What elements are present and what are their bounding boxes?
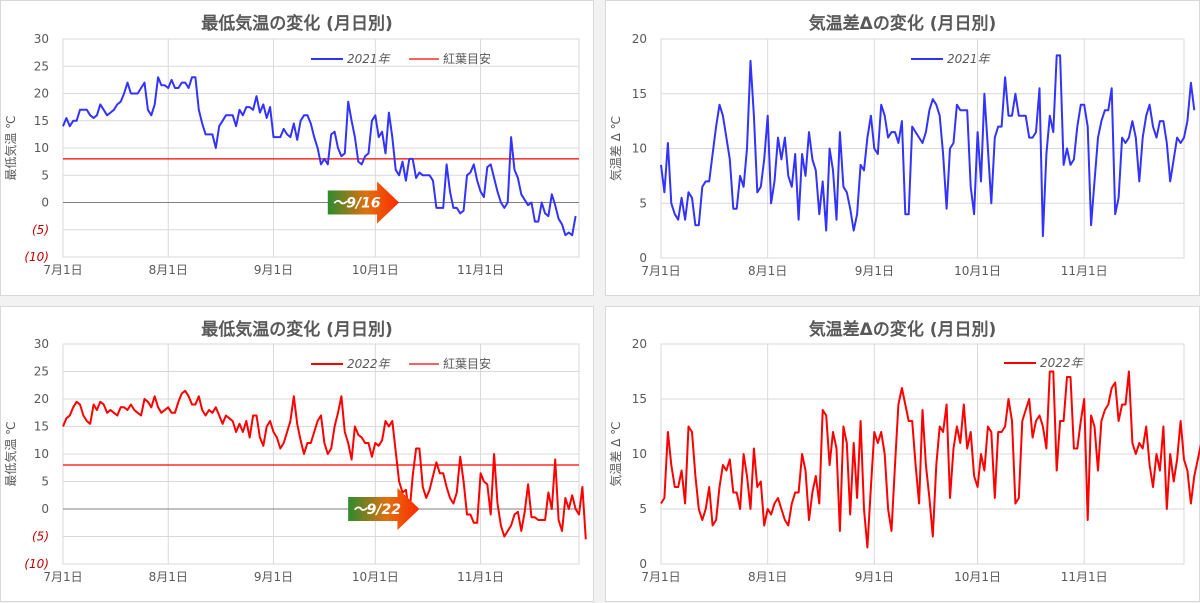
date-arrow-shape [327, 181, 400, 224]
y-tick-label: (5) [32, 530, 49, 544]
chart-title: 気温差Δの変化 (月日別) [808, 14, 997, 34]
y-tick-label: 10 [34, 141, 49, 155]
chart-svg: 30 25 20 15 10 5 0 (5) (10)7月1日 8月1日 9月1日 10月1日 11月1… [3, 337, 587, 584]
y-tick-label: 20 [632, 32, 647, 46]
y-tick-label: 20 [632, 337, 647, 351]
chart-title: 最低気温の変化 (月日別) [201, 320, 393, 340]
x-tick-label: 10月1日 [352, 263, 399, 277]
series-line [62, 76, 577, 237]
chart-panel-delta-2022: 気温差Δの変化 (月日別) 20 15 10 5 0 7月1日 8月1日 9月1日 10月1日 1… [605, 306, 1200, 602]
y-tick-label: 0 [41, 502, 49, 516]
x-tick-label: 10月1日 [352, 570, 399, 584]
y-tick-label: 15 [632, 87, 647, 101]
x-tick-label: 10月1日 [954, 264, 1001, 278]
y-tick-label: 30 [34, 32, 49, 46]
x-tick-label: 11月1日 [1061, 570, 1108, 584]
y-tick-label: 30 [34, 337, 49, 351]
legend-label: 紅葉目安 [443, 51, 491, 66]
y-tick-label: 25 [34, 365, 49, 379]
chart-panel-min-temp-2021: 最低気温の変化 (月日別) 30 25 20 15 10 5 0 (5) (10) 7月1日 8月1… [0, 0, 594, 296]
x-tick-label: 7月1日 [43, 263, 82, 277]
y-tick-label: 15 [34, 114, 49, 128]
y-tick-label: (5) [32, 223, 49, 237]
series-line [660, 54, 1196, 238]
y-tick-label: 20 [34, 392, 49, 406]
legend-label: 紅葉目安 [443, 356, 491, 371]
date-arrow-label: ～9/16 [332, 196, 381, 212]
chart-panel-delta-2021: 気温差Δの変化 (月日別) 20 15 10 5 0 7月1日 8月1日 9月1日 10月1日 1… [605, 0, 1200, 296]
legend-label: 2022年 [347, 357, 392, 371]
y-axis-label: 最低気温 ℃ [3, 421, 18, 486]
y-tick-label: 5 [41, 475, 49, 489]
y-tick-label: 0 [41, 196, 49, 210]
legend-label: 2021年 [347, 52, 392, 66]
x-tick-label: 7月1日 [43, 570, 82, 584]
x-tick-label: 8月1日 [748, 264, 787, 278]
x-tick-label: 9月1日 [254, 570, 293, 584]
x-tick-label: 9月1日 [855, 570, 894, 584]
x-tick-label: 8月1日 [149, 263, 188, 277]
x-tick-label: 7月1日 [641, 570, 680, 584]
y-tick-label: 15 [632, 392, 647, 406]
y-axis-label: 気温差 Δ ℃ [608, 421, 623, 486]
y-tick-label: 0 [639, 557, 647, 571]
legend-label: 2022年 [1040, 356, 1085, 370]
y-axis-label: 気温差 Δ ℃ [608, 116, 623, 181]
y-tick-label: 10 [632, 142, 647, 156]
x-tick-label: 9月1日 [855, 264, 894, 278]
y-tick-label: (10) [24, 557, 49, 571]
y-axis-label: 最低気温 ℃ [3, 115, 18, 180]
series-line [660, 370, 1200, 549]
y-tick-label: 25 [34, 59, 49, 73]
y-tick-label: 5 [41, 168, 49, 182]
y-tick-label: 0 [639, 251, 647, 265]
chart-title: 最低気温の変化 (月日別) [201, 14, 393, 34]
x-tick-label: 8月1日 [748, 570, 787, 584]
chart-title: 気温差Δの変化 (月日別) [808, 320, 997, 340]
date-arrow-label: ～9/22 [353, 502, 401, 518]
y-tick-label: 5 [639, 502, 647, 516]
x-tick-label: 11月1日 [457, 263, 504, 277]
chart-svg: 30 25 20 15 10 5 0 (5) (10)7月1日 8月1日 9月1日 10月1日 11月1… [3, 32, 580, 277]
chart-panel-min-temp-2022: 最低気温の変化 (月日別) 30 25 20 15 10 5 0 (5) (10) 7月1日 8月1… [0, 306, 594, 602]
x-tick-label: 7月1日 [641, 264, 680, 278]
x-tick-label: 11月1日 [1061, 264, 1108, 278]
x-tick-label: 9月1日 [254, 263, 293, 277]
y-tick-label: 10 [34, 447, 49, 461]
x-tick-label: 11月1日 [457, 570, 504, 584]
date-arrow-shape [348, 488, 420, 530]
y-tick-label: 10 [632, 447, 647, 461]
y-tick-label: (10) [24, 250, 49, 264]
x-tick-label: 10月1日 [954, 570, 1001, 584]
y-tick-label: 5 [639, 196, 647, 210]
y-tick-label: 20 [34, 87, 49, 101]
legend-label: 2021年 [947, 52, 992, 66]
y-tick-label: 15 [34, 420, 49, 434]
x-tick-label: 8月1日 [149, 570, 188, 584]
series-line [62, 389, 587, 540]
